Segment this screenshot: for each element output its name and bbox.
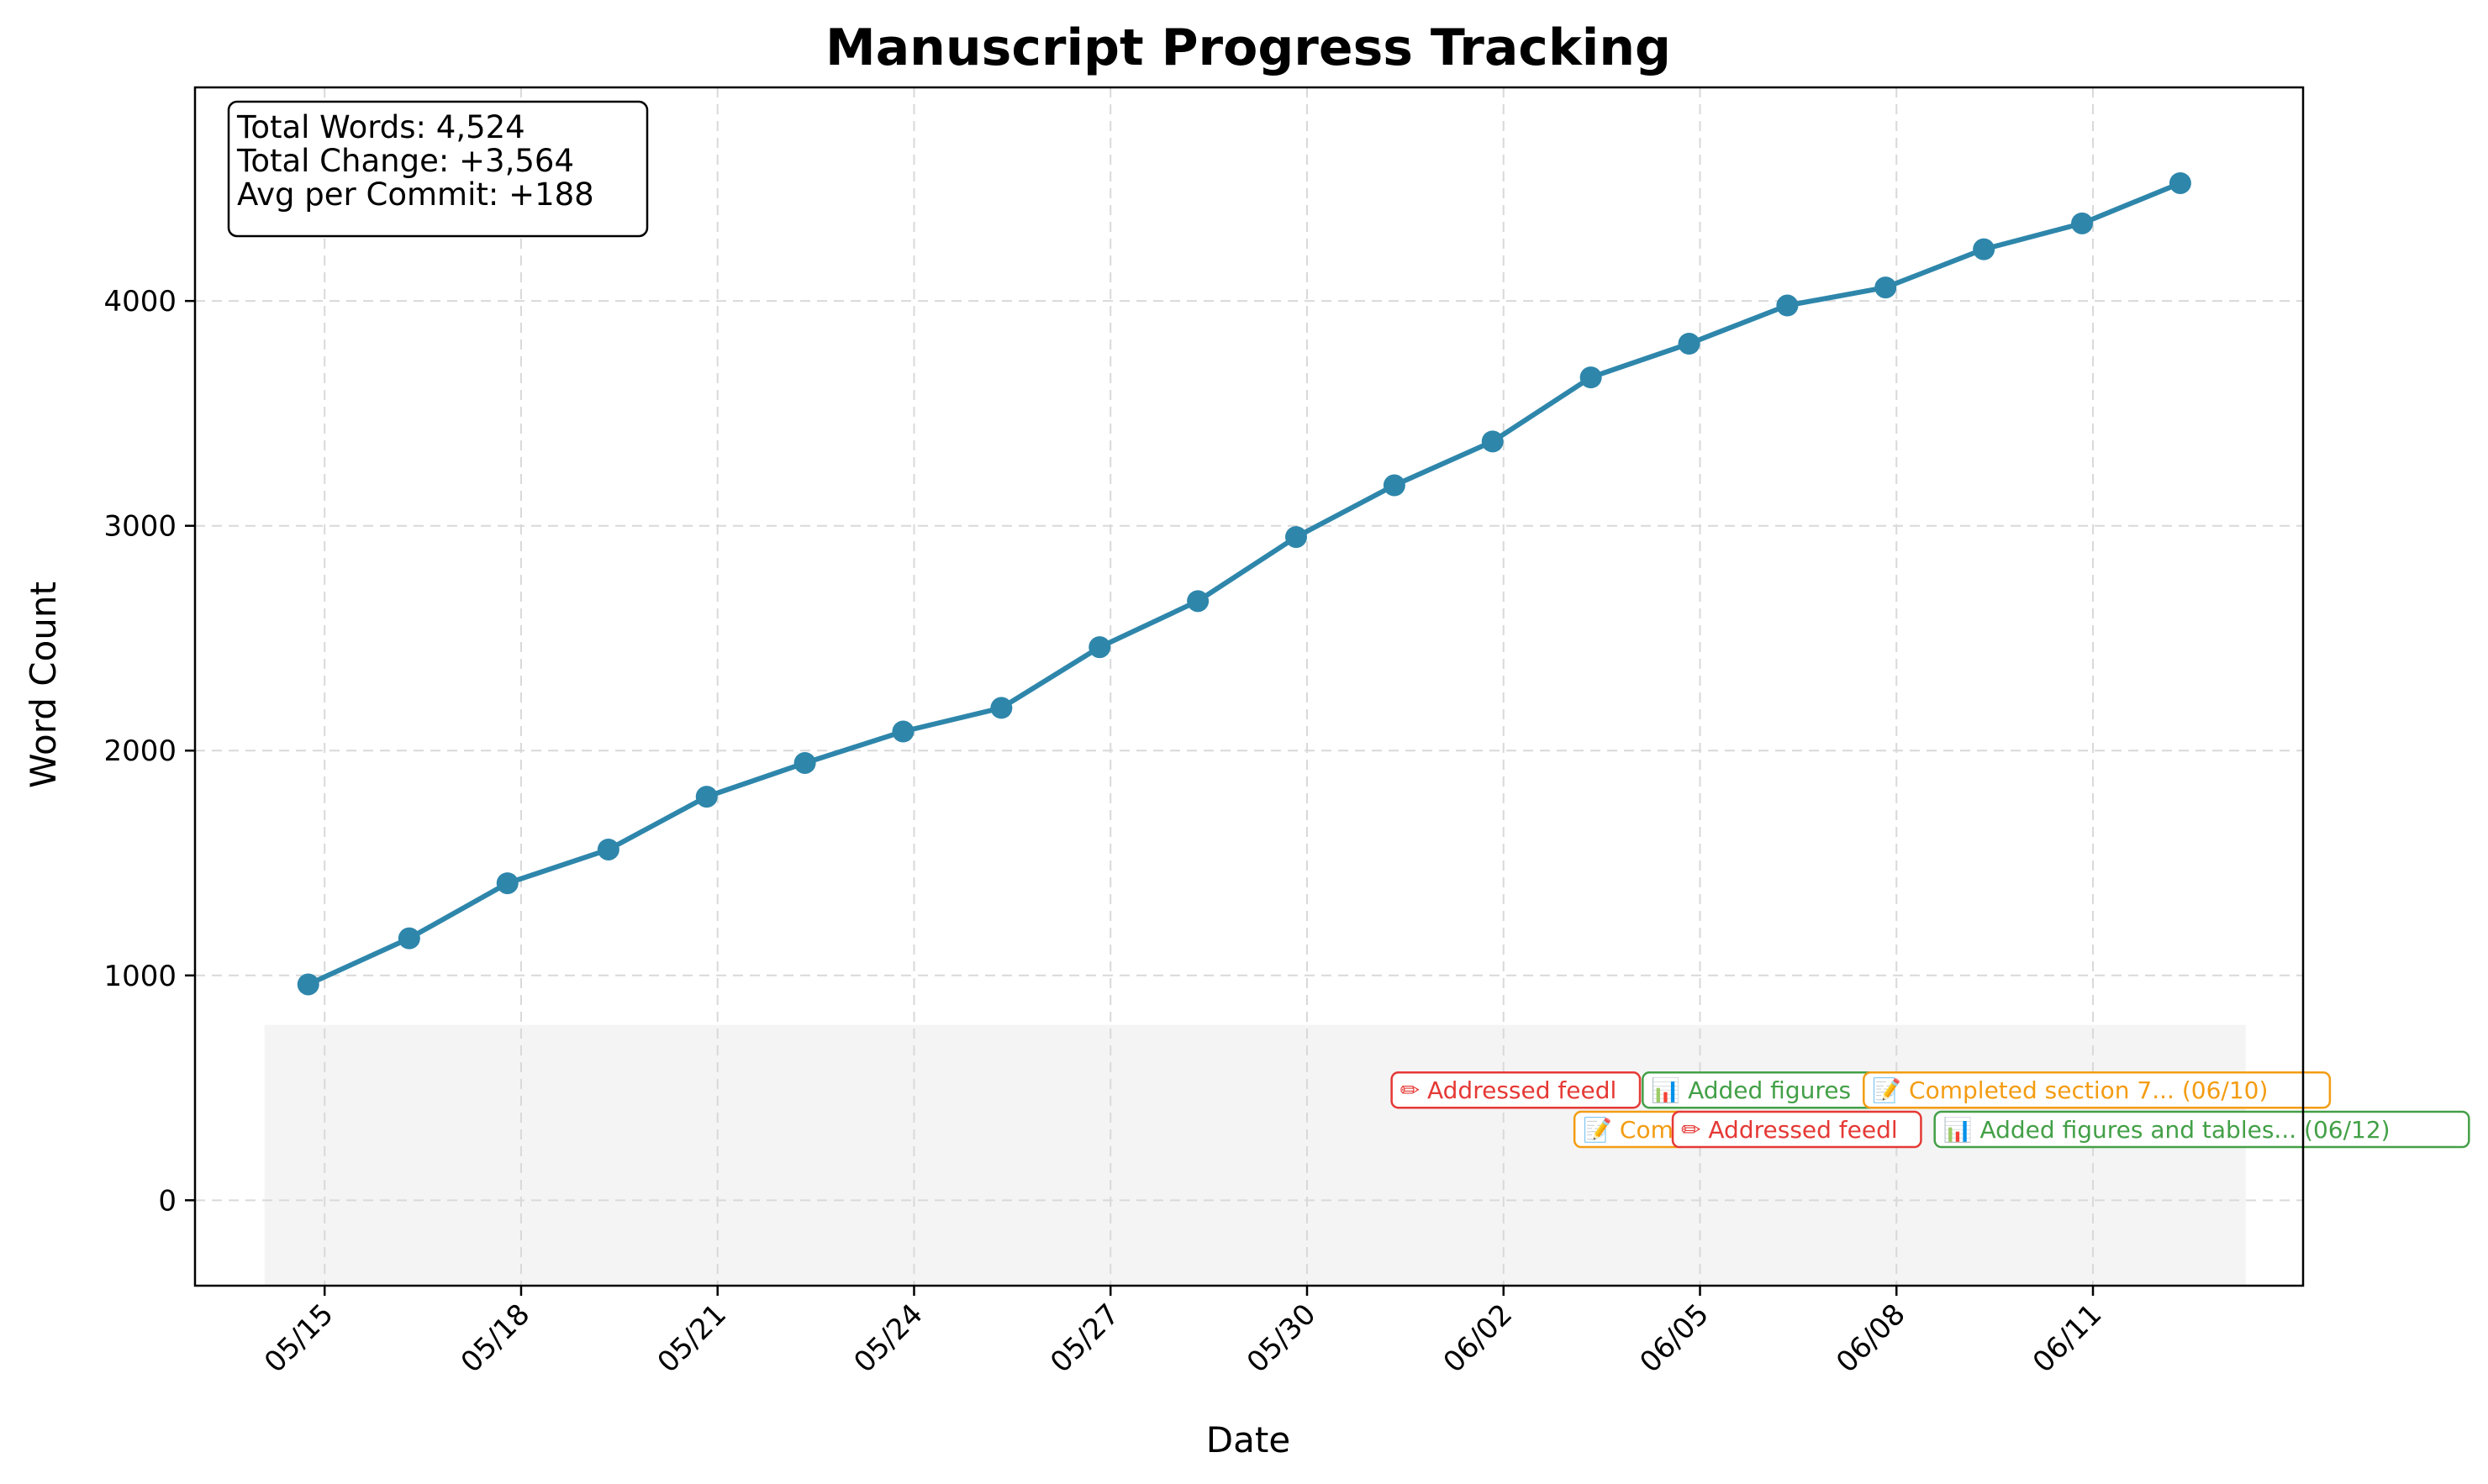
annotation: 📊 Added figures [1642,1071,1879,1109]
data-point [1973,238,1995,260]
annotation-label: ✏ Addressed feedl [1400,1076,1617,1104]
data-point [1776,294,1799,317]
x-axis-title: Date [1206,1419,1290,1460]
stats-line: Total Words: 4,524 [236,109,525,145]
y-tick-label: 3000 [103,510,177,544]
data-point [793,751,816,774]
data-point [1678,332,1700,355]
data-point [1088,636,1111,659]
data-point [398,927,420,950]
annotation-box [1933,1110,2470,1149]
stats-line: Avg per Commit: +188 [237,176,594,213]
annotation-label: 📝 Completed section 7... (06/10) [1872,1076,2268,1104]
data-point [2071,212,2094,234]
annotation-label: 📊 Added figures and tables... (06/12) [1943,1116,2390,1144]
plot-area: ✏ Addressed feedl 📊 Added figures 📝 Comple… [193,86,2470,1287]
annotation-band-layer [264,1024,2246,1286]
plot-frame [193,86,2305,1287]
data-point [2169,171,2191,194]
annotation-label: 📝 Comp [1583,1116,1689,1144]
data-point [1187,590,1210,613]
annotation-box [1863,1071,2332,1109]
annotation-box [1671,1110,1922,1149]
data-point [1579,366,1602,389]
series-line [307,181,2182,987]
annotation: 📝 Comp [1573,1110,1689,1149]
annotation-label: ✏ Addressed feedl [1681,1116,1898,1144]
data-point [1481,430,1504,453]
y-axis: 0 1000 2000 3000 4000 [103,285,195,1218]
chart-title: Manuscript Progress Tracking [825,18,1671,77]
annotation-layer: ✏ Addressed feedl 📊 Added figures 📝 Comple… [1390,1071,2470,1149]
stats-line: Total Change: +3,564 [236,143,574,179]
annotation: ✏ Addressed feedl [1671,1110,1922,1149]
annotation-box [1390,1071,1642,1109]
annotation: 📊 Added figures and tables... (06/12) [1933,1110,2470,1149]
y-tick-label: 1000 [103,960,177,993]
data-point [297,973,319,996]
y-axis-title: Word Count [23,581,64,788]
data-point [496,872,519,895]
data-point [1383,474,1405,497]
annotation-label: 📊 Added figures [1651,1076,1851,1104]
data-point [1874,276,1897,299]
stats-box [227,100,649,238]
data-point [695,786,718,808]
data-point [597,838,619,860]
y-tick-label: 4000 [103,285,177,318]
y-tick-label: 0 [158,1184,177,1218]
annotation-band [264,1024,2246,1286]
data-point [990,697,1013,719]
y-tick-label: 2000 [103,734,177,768]
data-point [1285,526,1308,549]
annotation: 📝 Completed section 7... (06/10) [1863,1071,2332,1109]
data-point [892,720,915,743]
annotation: ✏ Addressed feedl [1390,1071,1642,1109]
series-layer [297,171,2191,996]
